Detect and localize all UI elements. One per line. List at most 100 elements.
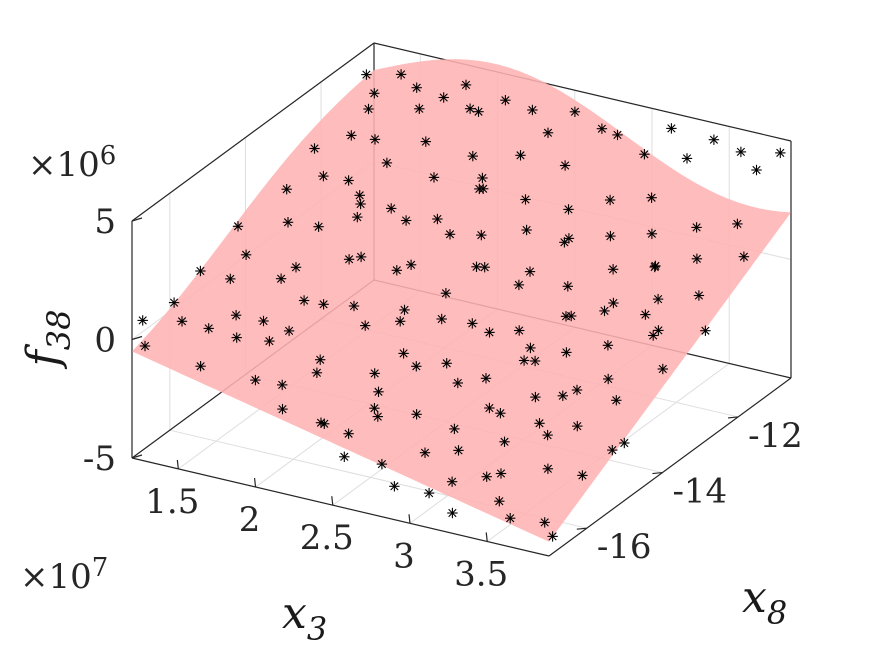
data-point: [395, 69, 407, 80]
data-point: [343, 254, 355, 265]
data-point: [605, 230, 616, 242]
data-point: [315, 354, 326, 365]
data-point: [258, 315, 269, 327]
data-point: [250, 374, 261, 386]
x-tick-mark: [408, 514, 411, 524]
data-point: [395, 316, 406, 327]
x-tick-label: 3.5: [454, 554, 508, 594]
data-point: [369, 368, 380, 379]
data-point: [530, 391, 541, 403]
data-point: [352, 211, 363, 223]
data-point: [547, 531, 558, 542]
x-tick-mark: [253, 477, 257, 488]
data-point: [607, 264, 619, 275]
data-point: [231, 332, 242, 343]
data-point: [653, 325, 664, 336]
data-point: [355, 198, 366, 210]
data-point: [563, 233, 575, 244]
tick-marks: [131, 217, 739, 542]
data-point: [411, 82, 422, 93]
y-tick-label: -16: [597, 527, 652, 567]
data-point: [561, 347, 572, 358]
data-point: [343, 175, 354, 186]
z-axis-label: f38: [18, 309, 78, 369]
z-tick-mark: [131, 335, 143, 341]
data-point: [369, 88, 380, 99]
data-point: [527, 104, 538, 116]
data-point: [232, 221, 244, 232]
data-point: [477, 172, 488, 184]
data-point: [391, 265, 402, 276]
data-point: [480, 373, 492, 384]
data-point: [471, 261, 482, 272]
data-point: [441, 358, 452, 369]
data-point: [438, 92, 449, 103]
data-point: [168, 297, 180, 308]
data-point: [309, 143, 320, 154]
y-tick-label: -14: [672, 472, 727, 512]
data-point: [398, 348, 409, 359]
z-tick-mark: [131, 217, 143, 222]
data-point: [563, 204, 574, 215]
data-point: [494, 496, 505, 507]
axes-front-frame: [131, 377, 792, 557]
data-point: [464, 103, 476, 114]
data-point: [399, 304, 410, 316]
data-point: [369, 403, 380, 414]
y-tick-label: -12: [748, 416, 803, 456]
data-point: [525, 342, 536, 354]
data-point: [277, 379, 288, 391]
data-point: [652, 293, 664, 305]
data-point: [514, 325, 525, 336]
data-point: [360, 320, 371, 331]
tick-labels: 1.5 2 2.5 3 3.5 -16 -14 -12 -5 0 5: [83, 202, 803, 594]
data-point: [708, 134, 720, 145]
z-tick-label: 0: [94, 321, 116, 361]
data-point: [281, 183, 292, 195]
data-point: [420, 136, 431, 147]
data-point: [646, 192, 657, 203]
data-point: [520, 194, 531, 205]
y-axis-line: [548, 377, 792, 557]
data-point: [650, 260, 661, 272]
data-point: [515, 150, 526, 161]
data-point: [559, 160, 571, 171]
data-point: [203, 323, 214, 334]
data-point: [612, 129, 623, 141]
box-edge: [131, 42, 375, 222]
x-axis-line: [131, 457, 550, 557]
data-point: [411, 361, 422, 372]
data-point: [414, 103, 425, 115]
data-point: [264, 335, 275, 347]
data-point: [691, 253, 703, 264]
data-point: [495, 408, 506, 419]
data-point: [732, 218, 743, 230]
data-point: [460, 79, 472, 91]
data-point: [639, 148, 650, 160]
data-point: [524, 266, 536, 277]
data-point: [363, 103, 374, 115]
x-tick-label: 2.5: [300, 518, 354, 558]
data-point: [440, 288, 452, 299]
data-point: [386, 203, 397, 214]
data-point: [596, 123, 608, 134]
data-point: [691, 222, 702, 233]
data-point: [666, 123, 677, 134]
data-point: [476, 229, 487, 241]
data-point: [534, 418, 545, 429]
data-point: [542, 429, 553, 441]
data-point: [603, 373, 614, 385]
data-point: [604, 194, 616, 206]
data-point: [693, 290, 705, 301]
data-point: [452, 377, 463, 389]
data-point: [484, 327, 495, 338]
data-point: [607, 444, 618, 456]
data-point: [602, 340, 614, 351]
data-point: [505, 513, 516, 524]
data-point: [313, 221, 324, 232]
data-point: [529, 355, 541, 367]
data-point: [369, 134, 381, 145]
data-point: [298, 295, 310, 306]
data-point: [376, 458, 388, 470]
y-axis-label: x8: [742, 572, 787, 632]
